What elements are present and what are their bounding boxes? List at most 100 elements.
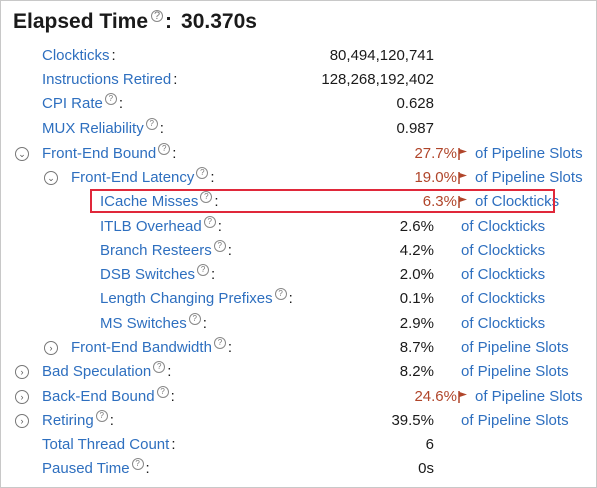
metric-row-mux-reliability: MUX Reliability?: 0.987 [0, 117, 597, 141]
help-icon[interactable]: ? [188, 313, 201, 325]
metric-label: Length Changing Prefixes [100, 290, 273, 307]
help-icon[interactable]: ? [156, 386, 169, 398]
metric-label: MS Switches [100, 315, 187, 332]
metric-link-front-end-bandwidth[interactable]: Front-End Bandwidth?: [71, 336, 232, 360]
metric-row-itlb-overhead: ITLB Overhead?: 2.6% of Clockticks [0, 215, 597, 239]
metric-link-paused-time[interactable]: Paused Time?: [42, 457, 150, 481]
metric-row-branch-resteers: Branch Resteers?: 4.2% of Clockticks [0, 239, 597, 263]
metric-label: Branch Resteers [100, 242, 212, 259]
metric-value: 39.5% [391, 412, 434, 429]
metric-link-retiring[interactable]: Retiring?: [42, 409, 114, 433]
metric-link-bad-speculation[interactable]: Bad Speculation?: [42, 360, 171, 384]
colon: : [173, 71, 178, 88]
metric-row-front-end-latency: ⌄ Front-End Latency?: 19.0% of Pipeline … [0, 166, 597, 190]
metric-row-length-changing-prefixes: Length Changing Prefixes?: 0.1% of Clock… [0, 287, 597, 311]
colon: : [167, 363, 172, 380]
colon: : [217, 218, 222, 235]
metric-label: Paused Time [42, 460, 130, 477]
flag-icon [458, 196, 467, 208]
metric-value: 80,494,120,741 [329, 47, 434, 64]
metric-value: 0.628 [396, 95, 434, 112]
metric-label: Front-End Bound [42, 145, 157, 162]
metric-label: Bad Speculation [42, 363, 152, 380]
colon: : [227, 242, 232, 259]
expand-icon[interactable]: › [15, 365, 29, 379]
metric-row-icache-misses: ICache Misses?: 6.3% of Clockticks [0, 190, 597, 214]
colon: : [111, 47, 116, 64]
colon: : [145, 460, 150, 477]
help-icon[interactable]: ? [151, 10, 164, 22]
help-icon[interactable]: ? [197, 264, 210, 276]
help-icon[interactable]: ? [145, 118, 158, 130]
colon: : [288, 290, 293, 307]
help-icon[interactable]: ? [200, 191, 213, 203]
help-icon[interactable]: ? [203, 216, 216, 228]
expand-icon[interactable]: › [15, 414, 29, 428]
elapsed-time-value: 30.370s [181, 10, 257, 33]
metric-unit: of Clockticks [461, 315, 546, 332]
metric-row-clockticks: Clockticks: 80,494,120,741 [0, 44, 597, 68]
metric-label: ICache Misses [100, 193, 199, 210]
help-icon[interactable]: ? [274, 288, 287, 300]
metric-link-total-thread-count[interactable]: Total Thread Count: [42, 433, 175, 457]
metric-label: Retiring [42, 412, 94, 429]
metric-link-mux-reliability[interactable]: MUX Reliability?: [42, 117, 164, 141]
help-icon[interactable]: ? [158, 143, 171, 155]
colon: : [159, 120, 164, 137]
metric-link-itlb-overhead[interactable]: ITLB Overhead?: [100, 215, 222, 239]
flag-icon [458, 172, 467, 184]
metric-unit: of Pipeline Slots [461, 363, 569, 380]
metric-row-dsb-switches: DSB Switches?: 2.0% of Clockticks [0, 263, 597, 287]
metric-label: Front-End Bandwidth [71, 339, 212, 356]
metric-link-front-end-latency[interactable]: Front-End Latency?: [71, 166, 215, 190]
metric-link-branch-resteers[interactable]: Branch Resteers?: [100, 239, 232, 263]
metric-link-ms-switches[interactable]: MS Switches?: [100, 312, 207, 336]
metric-link-cpi-rate[interactable]: CPI Rate?: [42, 92, 123, 116]
expand-icon[interactable]: › [44, 341, 58, 355]
colon: : [170, 388, 175, 405]
metric-link-instructions-retired[interactable]: Instructions Retired: [42, 68, 177, 92]
elapsed-time-label: Elapsed Time [13, 10, 149, 33]
colon: : [210, 169, 215, 186]
metric-link-length-changing-prefixes[interactable]: Length Changing Prefixes?: [100, 287, 293, 311]
help-icon[interactable]: ? [196, 167, 209, 179]
help-icon[interactable]: ? [213, 337, 226, 349]
title-colon: : [165, 10, 173, 33]
metric-label: Back-End Bound [42, 388, 155, 405]
metric-value: 0.1% [399, 290, 434, 307]
collapse-icon[interactable]: ⌄ [15, 147, 29, 161]
metric-label: MUX Reliability [42, 120, 144, 137]
metric-link-icache-misses[interactable]: ICache Misses?: [100, 190, 219, 214]
colon: : [171, 436, 176, 453]
help-icon[interactable]: ? [95, 410, 108, 422]
metric-link-back-end-bound[interactable]: Back-End Bound?: [42, 385, 175, 409]
colon: : [172, 145, 177, 162]
metric-value: 8.7% [399, 339, 434, 356]
metric-value: 19.0% [414, 169, 457, 186]
metric-value: 2.6% [399, 218, 434, 235]
colon: : [211, 266, 216, 283]
metric-label: Total Thread Count [42, 436, 170, 453]
help-icon[interactable]: ? [131, 458, 144, 470]
metric-link-front-end-bound[interactable]: Front-End Bound?: [42, 142, 176, 166]
metric-label: DSB Switches [100, 266, 196, 283]
metric-value: 2.9% [399, 315, 434, 332]
metric-row-front-end-bound: ⌄ Front-End Bound?: 27.7% of Pipeline Sl… [0, 142, 597, 166]
metric-value: 128,268,192,402 [321, 71, 434, 88]
metric-row-retiring: › Retiring?: 39.5% of Pipeline Slots [0, 409, 597, 433]
highlight-box [90, 189, 555, 213]
metric-unit: of Pipeline Slots [475, 145, 583, 162]
help-icon[interactable]: ? [213, 240, 226, 252]
expand-icon[interactable]: › [15, 390, 29, 404]
metric-row-total-thread-count: Total Thread Count: 6 [0, 433, 597, 457]
metric-unit: of Pipeline Slots [461, 339, 569, 356]
metric-value: 27.7% [414, 145, 457, 162]
metric-row-ms-switches: MS Switches?: 2.9% of Clockticks [0, 312, 597, 336]
collapse-icon[interactable]: ⌄ [44, 171, 58, 185]
metric-link-clockticks[interactable]: Clockticks: [42, 44, 116, 68]
metric-value: 4.2% [399, 242, 434, 259]
help-icon[interactable]: ? [104, 93, 117, 105]
metric-link-dsb-switches[interactable]: DSB Switches?: [100, 263, 215, 287]
metric-unit: of Clockticks [461, 242, 546, 259]
help-icon[interactable]: ? [153, 361, 166, 373]
